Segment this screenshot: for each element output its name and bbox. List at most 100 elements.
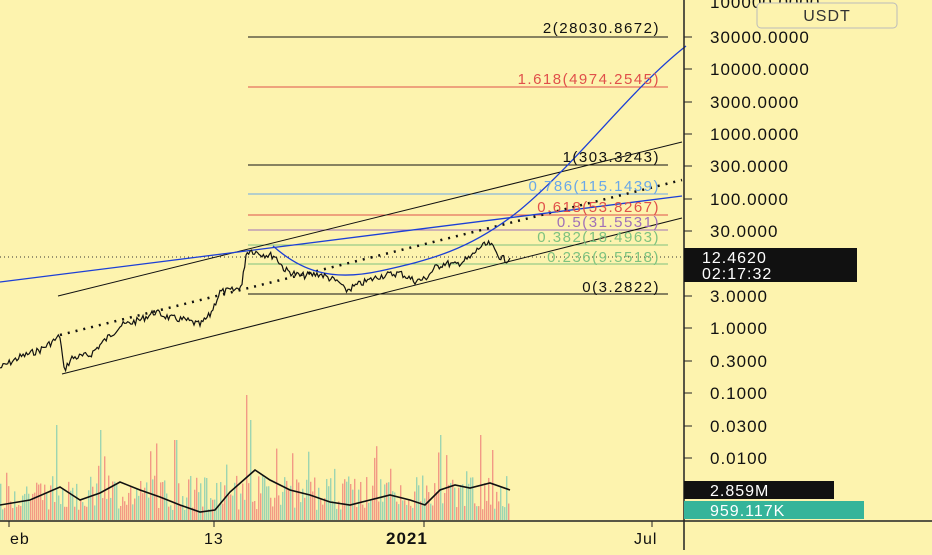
volume-bar xyxy=(78,509,80,520)
volume-bar xyxy=(114,481,116,520)
fib-label-0382: 0.382(18.4963) xyxy=(537,229,660,246)
volume-bar xyxy=(356,507,358,520)
volume-bar xyxy=(86,506,88,520)
volume-bar xyxy=(232,495,234,520)
volume-bar xyxy=(230,494,232,520)
volume-bar xyxy=(40,483,42,520)
volume-bar xyxy=(138,495,140,520)
volume-bar xyxy=(408,500,410,520)
volume-bar xyxy=(374,457,376,520)
volume-bar xyxy=(134,498,136,520)
volume-bar xyxy=(474,503,476,520)
volume-bar xyxy=(234,482,236,520)
y-ticks: 30000.0000 10000.0000 3000.0000 1000.000… xyxy=(684,28,810,468)
blue-diagonal-line[interactable] xyxy=(0,195,683,283)
price-line[interactable] xyxy=(0,239,511,373)
volume-bar xyxy=(82,502,84,520)
y-tick-label: 0.3000 xyxy=(710,352,768,371)
volume-bar xyxy=(288,488,290,520)
channel-upper-line[interactable] xyxy=(57,141,683,297)
volume-bar xyxy=(422,475,424,520)
channel-lower-line[interactable] xyxy=(61,217,683,375)
volume-bar xyxy=(398,504,400,520)
channel-mid-dotted-line[interactable] xyxy=(59,178,683,337)
y-tick-label: 30000.0000 xyxy=(710,28,810,47)
volume-bar xyxy=(156,443,158,520)
volume-bar xyxy=(132,504,134,520)
volume-bar xyxy=(304,497,306,520)
volume-bar xyxy=(454,487,456,520)
volume-bar xyxy=(222,503,224,520)
volume-bar xyxy=(496,491,498,520)
volume-bar xyxy=(440,435,442,520)
volume-bar xyxy=(32,493,34,520)
volume-bar xyxy=(208,509,210,520)
volume-bar xyxy=(240,493,242,520)
volume-bar xyxy=(24,493,26,520)
price-scale[interactable]: 100000.0000 USDT 30000.0000 10000.0000 3… xyxy=(683,0,898,550)
volume-bar xyxy=(42,500,44,520)
blue-curves[interactable] xyxy=(0,45,687,283)
y-tick-label: 1000.0000 xyxy=(710,125,799,144)
volume-bar xyxy=(204,477,206,520)
volume-bar xyxy=(436,491,438,520)
volume-bar xyxy=(110,497,112,520)
fib-label-0786: 0.786(115.1439) xyxy=(529,178,660,195)
blue-parabolic-curve[interactable] xyxy=(272,45,687,276)
volume-bar xyxy=(236,475,238,520)
volume-bar xyxy=(90,476,92,520)
x-tick-label: Jul xyxy=(634,531,657,548)
currency-box[interactable] xyxy=(756,2,898,29)
last-price-value: 12.4620 xyxy=(702,250,767,267)
x-tick-label: eb xyxy=(10,531,30,548)
volume-bar xyxy=(268,486,270,520)
y-tick-label: 0.0300 xyxy=(710,417,768,436)
fib-label-1: 1(303.3243) xyxy=(563,149,660,166)
volume-bar xyxy=(172,509,174,520)
currency-label[interactable]: USDT xyxy=(803,8,851,25)
volume-bar xyxy=(378,501,380,520)
volume-bar xyxy=(500,487,502,520)
volume-bar xyxy=(414,491,416,520)
volume-bar xyxy=(242,483,244,520)
time-axis[interactable]: eb 13 2021 Jul xyxy=(0,520,932,548)
volume-bar xyxy=(200,483,202,520)
fib-label-0: 0(3.2822) xyxy=(582,279,660,296)
fib-label-0236: 0.236(9.5518) xyxy=(547,249,660,266)
volume-bar xyxy=(162,482,164,520)
volume-bar xyxy=(420,501,422,520)
volume-bar xyxy=(66,506,68,520)
volume-bar xyxy=(458,487,460,520)
volume-bar xyxy=(394,492,396,520)
volume-bar xyxy=(250,420,252,520)
volume-bar xyxy=(338,501,340,520)
volume-bar xyxy=(20,506,22,520)
volume-bar xyxy=(112,481,114,520)
volume-bar xyxy=(190,475,192,520)
volume-bar xyxy=(60,504,62,520)
volume-bar xyxy=(298,482,300,520)
volume-bar xyxy=(74,506,76,520)
volume-bar xyxy=(152,479,154,520)
volume-bar xyxy=(96,483,98,520)
volume-bar xyxy=(350,484,352,520)
volume-bar xyxy=(146,482,148,520)
volume-bar xyxy=(54,501,56,520)
volume-bar xyxy=(272,506,274,520)
volume-bar xyxy=(38,484,40,520)
volume-bar xyxy=(344,479,346,520)
volume-bar xyxy=(274,497,276,520)
volume-bar xyxy=(490,504,492,520)
fib-label-0618: 0.618(53.8267) xyxy=(537,199,660,216)
volume-bar xyxy=(438,452,440,520)
volume-bar xyxy=(12,508,14,520)
volume-bar xyxy=(362,504,364,520)
volume-bar xyxy=(154,475,156,520)
volume-bar xyxy=(470,477,472,520)
volume-bar xyxy=(444,493,446,520)
trend-channel[interactable] xyxy=(57,141,683,375)
volume-bar xyxy=(166,493,168,520)
volume-bar xyxy=(402,500,404,520)
volume-bar xyxy=(324,498,326,520)
